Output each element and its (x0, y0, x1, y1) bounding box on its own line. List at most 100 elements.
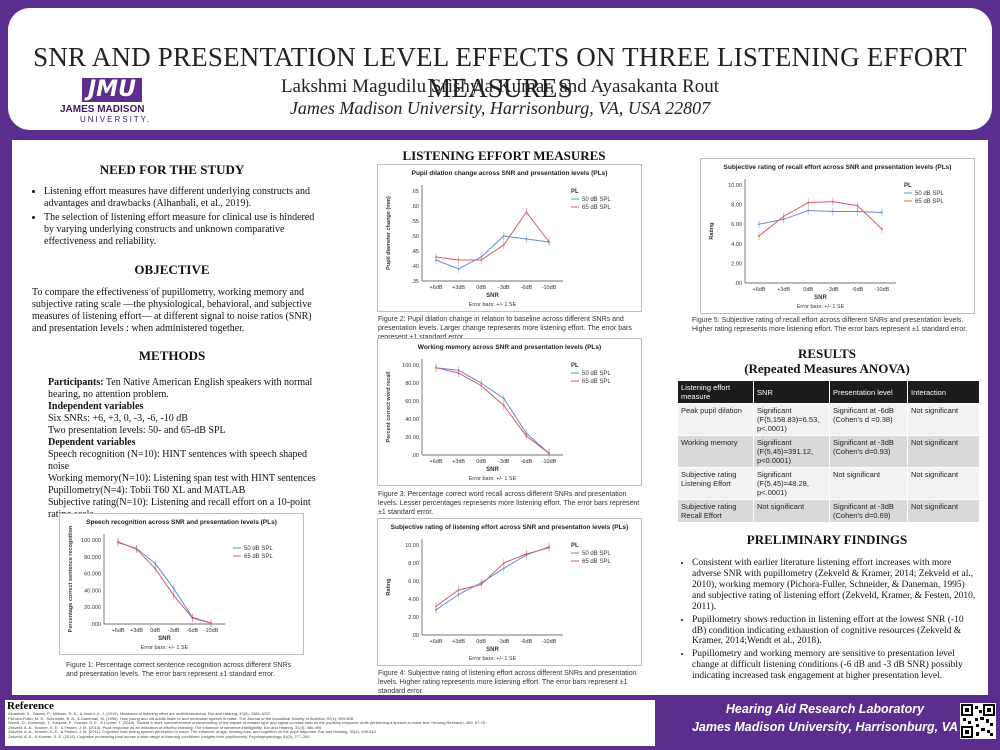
legend-label: 50 dB SPL (582, 197, 611, 203)
participants-label: Participants: (48, 377, 104, 388)
y-tick-label: .35 (411, 279, 419, 285)
data-point (856, 204, 859, 207)
data-point (807, 201, 810, 204)
data-point (480, 384, 483, 387)
y-axis-label: Percent correct word recall (386, 371, 392, 442)
reference-box: Reference Alhanbali, S., Dawes, P., Mill… (5, 700, 655, 746)
figure-2-caption: Figure 2: Pupil dilation change in relat… (378, 316, 632, 341)
series-line-2 (117, 541, 212, 624)
x-tick-label: -3dB (168, 628, 180, 634)
data-point (154, 567, 157, 570)
dep-item: Speech recognition (N=10): HINT sentence… (48, 449, 307, 472)
data-point (525, 211, 528, 213)
data-point (480, 583, 483, 586)
data-point (154, 562, 157, 565)
chart-title: Speech recognition across SNR and presen… (86, 519, 277, 526)
table-cell: Significant (F(5,158.83)=6.53, p<.0001) (753, 403, 830, 436)
data-point (548, 241, 550, 243)
x-axis-label: SNR (486, 467, 499, 473)
data-point (457, 268, 460, 270)
legend-label: 50 dB SPL (244, 546, 273, 552)
y-tick-label: 2.00 (731, 261, 742, 267)
data-point (502, 235, 505, 237)
chart-svg: Subjective rating of recall effort acros… (709, 164, 951, 310)
need-bullet: The selection of listening effort measur… (44, 212, 322, 248)
x-tick-label: +6dB (430, 285, 443, 291)
x-tick-label: -10dB (204, 628, 219, 634)
data-point (435, 366, 437, 369)
need-bullet: Listening effort measures have different… (44, 186, 322, 210)
data-point (856, 210, 859, 213)
y-tick-label: 8.00 (408, 561, 419, 567)
table-row: Subjective rating Recall Effort Not sign… (677, 499, 980, 523)
y-tick-label: .55 (411, 219, 419, 225)
y-tick-label: 2.00 (408, 615, 419, 621)
findings-bullets: Consistent with earlier literature liste… (680, 558, 980, 684)
data-point (881, 211, 883, 214)
finding-bullet: Pupillometry and working memory are sens… (692, 649, 980, 682)
data-point (502, 397, 505, 400)
y-tick-label: .65 (411, 189, 419, 195)
series-line-1 (758, 209, 883, 225)
x-tick-label: +6dB (753, 287, 766, 293)
legend-label: 50 dB SPL (582, 551, 611, 557)
chart-title: Subjective rating of listening effort ac… (391, 524, 629, 531)
qr-code (960, 703, 996, 739)
series-line-2 (435, 211, 550, 261)
data-point (831, 210, 834, 213)
x-tick-label: -10dB (542, 639, 557, 645)
legend-label: 50 dB SPL (582, 371, 611, 377)
y-tick-label: 20.000 (84, 605, 101, 611)
x-tick-label: -3dB (827, 287, 839, 293)
chart-svg: Working memory across SNR and presentati… (386, 344, 611, 482)
jmu-logo-name: JAMES MADISON (60, 104, 145, 115)
data-point (548, 546, 550, 549)
y-tick-label: .45 (411, 249, 419, 255)
chart-note: Error bars: +/- 1 SE (469, 476, 517, 482)
table-row: Peak pupil dilation Significant (F(5,158… (677, 403, 980, 436)
data-point (548, 452, 550, 455)
reference-line: Pichora-Fuller, M. K., Schneider, B. A.,… (8, 716, 355, 721)
reference-heading: Reference (7, 700, 54, 712)
data-point (758, 235, 760, 237)
lab-name: Hearing Aid Research Laboratory (725, 702, 925, 716)
jmu-logo: JMU JAMES MADISON UNIVERSITY. (60, 78, 170, 125)
series-line-2 (435, 547, 550, 607)
y-tick-label: 6.00 (731, 222, 742, 228)
finding-bullet: Consistent with earlier literature liste… (692, 558, 980, 613)
legend-label: 65 dB SPL (915, 199, 944, 205)
poster-affiliation: James Madison University, Harrisonburg, … (289, 98, 711, 118)
legend-title: PL (571, 543, 579, 549)
legend-title: PL (571, 189, 579, 195)
y-tick-label: 60.00 (405, 399, 419, 405)
data-point (502, 404, 505, 407)
x-tick-label: +3dB (777, 287, 790, 293)
chart-svg: Subjective rating of listening effort ac… (386, 524, 629, 662)
x-tick-label: -3dB (498, 285, 510, 291)
table-cell: Significant (F(5,45)=48.28, p<.0001) (753, 467, 830, 500)
university-footer: James Madison University, Harrisonburg, … (691, 720, 959, 734)
x-tick-label: -6dB (852, 287, 864, 293)
table-cell: Not significant (907, 435, 980, 468)
data-point (831, 200, 834, 203)
data-point (457, 593, 460, 596)
need-bullets: Listening effort measures have different… (32, 186, 322, 250)
table-cell: Not significant (907, 467, 980, 500)
figure-3-caption: Figure 3: Percentage correct word recall… (378, 491, 640, 516)
y-tick-label: 60.000 (84, 572, 101, 578)
x-tick-label: +6dB (430, 639, 443, 645)
series-line-1 (117, 542, 212, 624)
x-tick-label: -3dB (498, 639, 510, 645)
reference-line: Zekveld, A. A., & Kramer, S. E. (2014). … (8, 734, 311, 739)
finding-bullet: Pupillometry shows reduction in listenin… (692, 615, 980, 648)
x-axis-label: SNR (158, 636, 171, 642)
results-table: Listening effort measure SNR Presentatio… (677, 380, 980, 523)
table-cell: Subjective rating Listening Effort (677, 467, 754, 500)
x-tick-label: 0dB (150, 628, 160, 634)
x-tick-label: 0dB (476, 285, 486, 291)
x-tick-label: +3dB (452, 639, 465, 645)
x-tick-label: +3dB (452, 285, 465, 291)
x-tick-label: -3dB (498, 459, 510, 465)
data-point (525, 238, 528, 240)
y-tick-label: .000 (90, 622, 101, 628)
